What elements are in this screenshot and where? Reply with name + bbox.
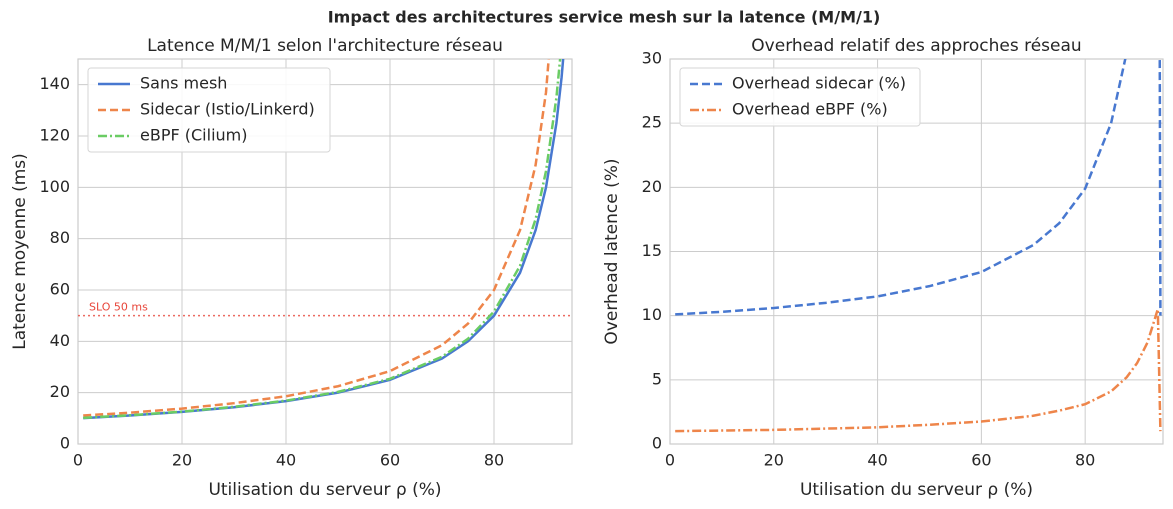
subplot-title: Latence M/M/1 selon l'architecture résea…	[147, 36, 503, 56]
y-tick-label: 0	[60, 434, 70, 453]
y-tick-label: 40	[50, 331, 70, 350]
legend-label: Overhead sidecar (%)	[732, 74, 906, 93]
legend-label: eBPF (Cilium)	[140, 126, 247, 145]
legend-label: Sidecar (Istio/Linkerd)	[140, 100, 315, 119]
x-tick-label: 60	[971, 451, 991, 470]
plot-area	[675, 59, 1162, 433]
y-tick-label: 10	[642, 305, 662, 324]
x-tick-label: 60	[380, 451, 400, 470]
x-tick-label: 40	[867, 451, 887, 470]
series-line	[83, 59, 550, 417]
x-tick-label: 80	[1075, 451, 1095, 470]
plot-area	[78, 59, 572, 420]
subplot-title: Overhead relatif des approches réseau	[751, 36, 1081, 56]
axes-frame	[77, 58, 573, 445]
y-tick-label: 120	[39, 126, 70, 145]
y-tick-label: 15	[642, 241, 662, 260]
legend-label: Sans mesh	[140, 74, 227, 93]
x-axis-label: Utilisation du serveur ρ (%)	[800, 480, 1033, 500]
x-axis-label: Utilisation du serveur ρ (%)	[208, 480, 441, 500]
y-tick-label: 20	[642, 177, 662, 196]
x-tick-label: 20	[172, 451, 192, 470]
threshold-label: SLO 50 ms	[89, 301, 148, 314]
y-tick-label: 25	[642, 113, 662, 132]
y-tick-label: 140	[39, 74, 70, 93]
series-line	[675, 308, 1162, 433]
series-line	[675, 59, 1162, 316]
y-tick-label: 0	[652, 434, 662, 453]
y-tick-label: 60	[50, 280, 70, 299]
legend-box	[679, 67, 921, 127]
legend-label: Overhead eBPF (%)	[732, 100, 888, 119]
y-tick-label: 5	[652, 369, 662, 388]
y-axis-label: Latence moyenne (ms)	[10, 153, 30, 350]
x-tick-label: 0	[73, 451, 83, 470]
x-tick-label: 0	[665, 451, 675, 470]
y-tick-label: 20	[50, 382, 70, 401]
y-tick-label: 100	[39, 177, 70, 196]
x-tick-label: 40	[276, 451, 296, 470]
series-line	[83, 59, 562, 420]
x-tick-label: 20	[764, 451, 784, 470]
y-axis-label: Overhead latence (%)	[602, 158, 622, 344]
legend-box	[87, 67, 331, 153]
figure-title: Impact des architectures service mesh su…	[328, 8, 881, 27]
axes-frame	[669, 58, 1164, 445]
y-tick-label: 30	[642, 49, 662, 68]
y-tick-label: 80	[50, 228, 70, 247]
x-tick-label: 80	[484, 451, 504, 470]
